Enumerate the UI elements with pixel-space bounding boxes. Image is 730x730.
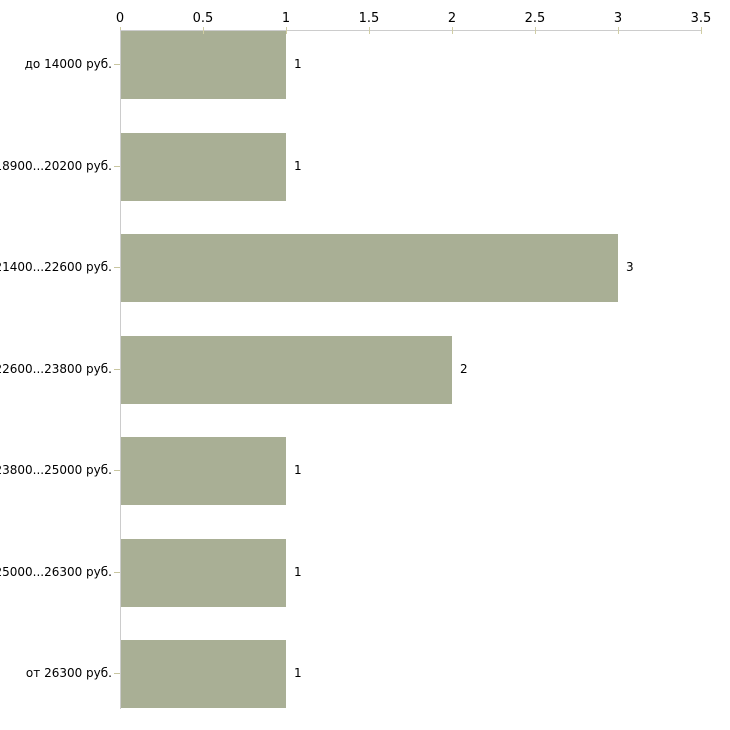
- bar: [121, 336, 452, 404]
- x-axis-tick-label: 1: [281, 11, 291, 26]
- value-label: 3: [626, 260, 634, 274]
- x-axis-tick: [701, 27, 702, 34]
- value-label: 1: [294, 463, 302, 477]
- category-label: от 26300 руб.: [25, 666, 112, 680]
- bar: [121, 640, 286, 708]
- x-axis-tick: [203, 27, 204, 34]
- chart-row: 25000...26300 руб. 1: [0, 538, 730, 640]
- category-tick-mark: [114, 267, 121, 268]
- category-label: 25000...26300 руб.: [0, 565, 112, 579]
- x-axis-tick-label: 2.5: [524, 11, 546, 26]
- category-label: 23800...25000 руб.: [0, 463, 112, 477]
- x-axis-tick-label: 2: [447, 11, 457, 26]
- bar: [121, 437, 286, 505]
- chart-row: 23800...25000 руб. 1: [0, 436, 730, 538]
- chart-row: до 14000 руб. 1: [0, 30, 730, 132]
- bar: [121, 539, 286, 607]
- value-label: 2: [460, 362, 468, 376]
- chart-row: 21400...22600 руб. 3: [0, 233, 730, 335]
- category-label: 22600...23800 руб.: [0, 362, 112, 376]
- category-tick-mark: [114, 572, 121, 573]
- x-axis-tick: [286, 27, 287, 34]
- category-tick-mark: [114, 369, 121, 370]
- category-label: 21400...22600 руб.: [0, 260, 112, 274]
- value-label: 1: [294, 57, 302, 71]
- category-label: до 14000 руб.: [24, 57, 112, 71]
- category-tick-mark: [114, 64, 121, 65]
- bar: [121, 234, 618, 302]
- x-axis-tick: [452, 27, 453, 34]
- category-tick-mark: [114, 166, 121, 167]
- x-axis-tick-label: 3.5: [690, 11, 712, 26]
- category-tick-mark: [114, 673, 121, 674]
- x-axis-tick-label: 0.5: [192, 11, 214, 26]
- chart-row: от 26300 руб. 1: [0, 639, 730, 730]
- category-tick-mark: [114, 470, 121, 471]
- bar: [121, 31, 286, 99]
- bar: [121, 133, 286, 201]
- x-axis-tick-label: 0: [115, 11, 125, 26]
- x-axis-tick-label: 3: [613, 11, 623, 26]
- x-axis-tick: [369, 27, 370, 34]
- chart-row: 22600...23800 руб. 2: [0, 335, 730, 437]
- value-label: 1: [294, 666, 302, 680]
- value-label: 1: [294, 159, 302, 173]
- x-axis-tick: [535, 27, 536, 34]
- category-label: 18900...20200 руб.: [0, 159, 112, 173]
- chart-row: 18900...20200 руб. 1: [0, 132, 730, 234]
- x-axis-line: [120, 30, 702, 31]
- x-axis-tick: [618, 27, 619, 34]
- y-axis-line: [120, 30, 121, 709]
- value-label: 1: [294, 565, 302, 579]
- x-axis-tick-label: 1.5: [358, 11, 380, 26]
